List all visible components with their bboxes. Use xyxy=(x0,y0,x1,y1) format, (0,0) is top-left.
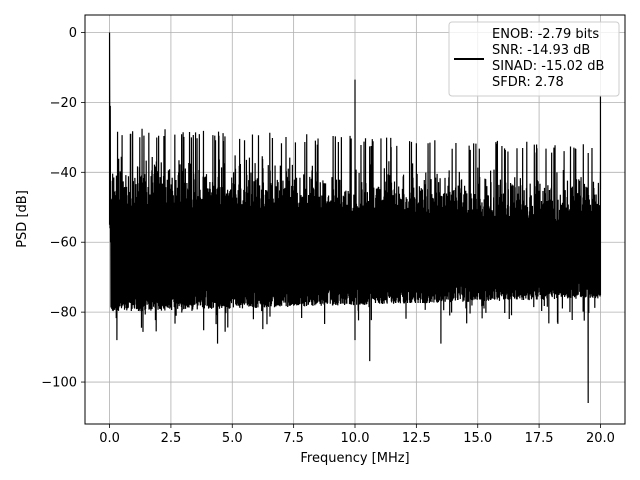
x-tick-label: 10.0 xyxy=(341,431,370,446)
x-tick-label: 7.5 xyxy=(283,431,304,446)
y-axis-ticks: 0 −20 −40 −60 −80 −100 xyxy=(41,26,85,391)
y-tick-label: 0 xyxy=(69,26,77,41)
x-tick-label: 5.0 xyxy=(222,431,243,446)
x-tick-label: 0.0 xyxy=(99,431,120,446)
x-tick-label: 2.5 xyxy=(161,431,182,446)
x-tick-label: 17.5 xyxy=(525,431,554,446)
y-tick-label: −60 xyxy=(50,236,77,251)
legend: ENOB: -2.79 bits SNR: -14.93 dB SINAD: -… xyxy=(448,21,620,97)
legend-snr: SNR: -14.93 dB xyxy=(492,43,590,58)
x-axis-ticks: 0.0 2.5 5.0 7.5 10.0 12.5 15.0 17.5 20.0 xyxy=(99,424,615,446)
psd-trace xyxy=(108,32,602,404)
x-tick-label: 12.5 xyxy=(402,431,431,446)
y-tick-label: −100 xyxy=(41,376,77,391)
y-axis-label: PSD [dB] xyxy=(15,190,30,248)
legend-sinad: SINAD: -15.02 dB xyxy=(492,59,604,74)
y-tick-label: −40 xyxy=(50,166,77,181)
y-tick-label: −20 xyxy=(50,96,77,111)
x-axis-label: Frequency [MHz] xyxy=(300,451,409,466)
y-tick-label: −80 xyxy=(50,306,77,321)
legend-enob: ENOB: -2.79 bits xyxy=(492,27,599,42)
legend-box xyxy=(448,21,620,97)
legend-sfdr: SFDR: 2.78 xyxy=(492,75,564,90)
psd-line xyxy=(108,32,602,404)
x-tick-label: 15.0 xyxy=(463,431,492,446)
x-tick-label: 20.0 xyxy=(586,431,615,446)
